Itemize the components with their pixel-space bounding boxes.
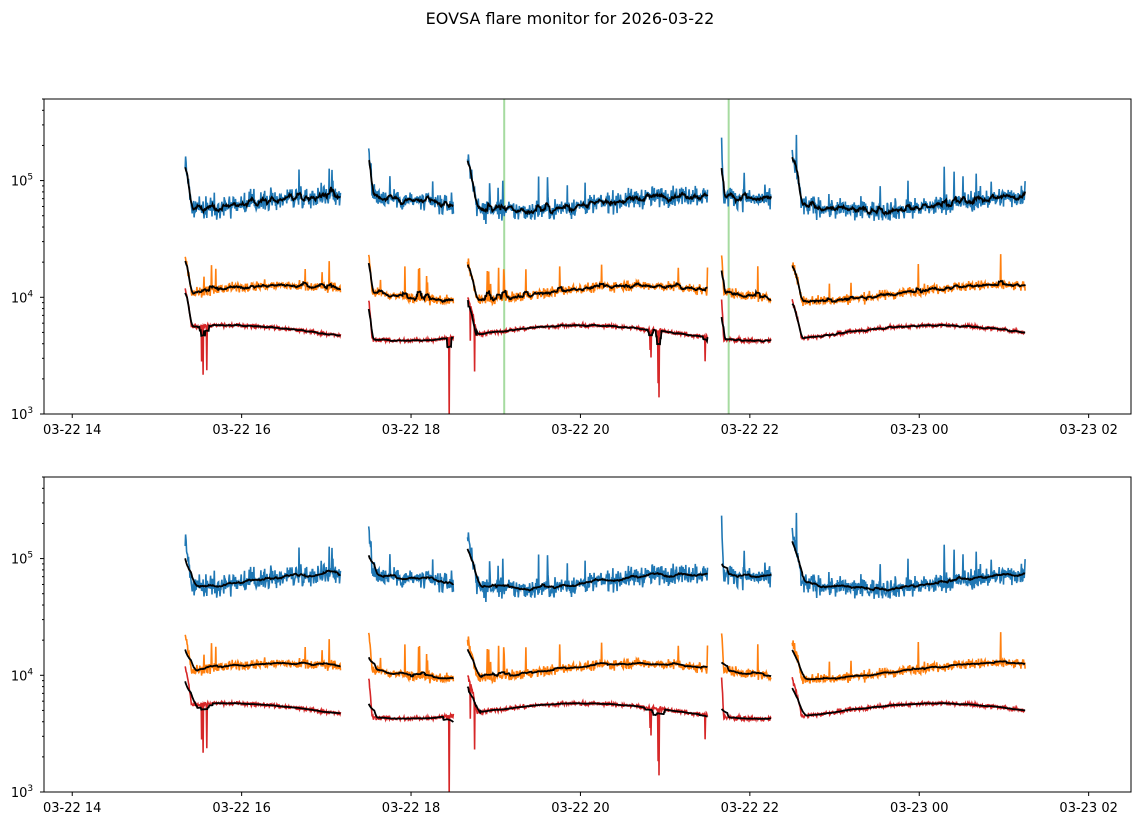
series-line: [466, 674, 709, 776]
smoothed-line: [791, 687, 1026, 717]
series-line: [184, 256, 342, 298]
x-tick-label: 03-23 00: [890, 801, 948, 816]
series-line: [720, 677, 772, 723]
series-line: [791, 512, 1026, 599]
smoothed-line: [184, 260, 341, 295]
series-line: [184, 156, 342, 220]
smoothed-line: [466, 160, 709, 216]
axes-frame: [43, 476, 1132, 793]
smoothed-line: [184, 558, 341, 589]
series-line: [466, 636, 709, 685]
smoothed-line: [720, 661, 772, 678]
smoothed-line: [466, 686, 708, 718]
y-tick-label: 104: [11, 289, 34, 306]
axes-frame: [43, 98, 1132, 415]
smoothed-line: [791, 540, 1026, 592]
smoothed-line: [466, 648, 708, 679]
smoothed-line: [466, 548, 708, 592]
smoothed-line: [720, 168, 772, 205]
smoothed-line: [791, 649, 1026, 681]
smoothed-line: [367, 703, 454, 723]
y-tick-label: 105: [11, 173, 33, 190]
series-line: [466, 154, 709, 225]
series-line: [720, 515, 772, 591]
y-tick-label: 103: [11, 406, 33, 423]
smoothed-line: [466, 299, 709, 346]
smoothed-line: [791, 303, 1026, 340]
smoothed-line: [367, 656, 454, 680]
x-tick-label: 03-22 18: [382, 423, 440, 438]
smoothed-line: [184, 681, 341, 715]
smoothed-line: [466, 264, 708, 302]
smoothed-line: [720, 270, 772, 301]
smoothed-line: [720, 708, 771, 720]
x-tick-label: 03-23 02: [1059, 801, 1117, 816]
plot-area: [184, 99, 1026, 414]
x-tick-label: 03-22 14: [43, 801, 101, 816]
y-tick-label: 104: [11, 667, 34, 684]
smoothed-line: [368, 159, 454, 209]
top-panel: 03-22 14 03-22 16 03-22 18 03-22 20 03-22 22…: [11, 98, 1132, 438]
y-tick-label: 105: [11, 551, 33, 568]
smoothed-line: [791, 265, 1026, 304]
x-tick-label: 03-22 20: [551, 801, 609, 816]
series-line: [466, 532, 709, 603]
x-tick-label: 03-23 00: [890, 423, 948, 438]
series-line: [367, 148, 455, 216]
x-tick-label: 03-22 20: [551, 423, 609, 438]
series-line: [367, 526, 455, 594]
series-line: [791, 632, 1026, 685]
x-tick-label: 03-22 22: [721, 801, 779, 816]
x-tick-label: 03-23 02: [1059, 423, 1117, 438]
x-tick-label: 03-22 22: [721, 423, 779, 438]
smoothed-line: [184, 649, 341, 672]
smoothed-line: [720, 316, 772, 343]
series-line: [184, 634, 342, 676]
smoothed-line: [367, 262, 454, 304]
smoothed-line: [184, 292, 341, 337]
series-line: [184, 534, 342, 598]
x-tick-label: 03-22 14: [43, 423, 101, 438]
x-tick-label: 03-22 16: [212, 423, 270, 438]
plot-area: [184, 512, 1026, 792]
smoothed-line: [367, 308, 454, 349]
smoothed-line: [367, 554, 454, 586]
x-tick-label: 03-22 18: [382, 801, 440, 816]
series-line: [791, 299, 1026, 342]
smoothed-line: [184, 167, 341, 215]
smoothed-line: [721, 563, 772, 579]
bottom-panel: 03-22 14 03-22 16 03-22 18 03-22 20 03-22 22…: [11, 476, 1132, 816]
x-tick-label: 03-22 16: [212, 801, 270, 816]
y-tick-label: 103: [11, 784, 33, 801]
series-line: [367, 300, 455, 414]
figure-title: EOVSA flare monitor for 2026-03-22: [426, 9, 715, 28]
series-line: [791, 134, 1026, 221]
series-line: [367, 678, 455, 792]
series-line: [791, 677, 1026, 720]
smoothed-line: [791, 156, 1026, 216]
series-line: [184, 666, 342, 753]
